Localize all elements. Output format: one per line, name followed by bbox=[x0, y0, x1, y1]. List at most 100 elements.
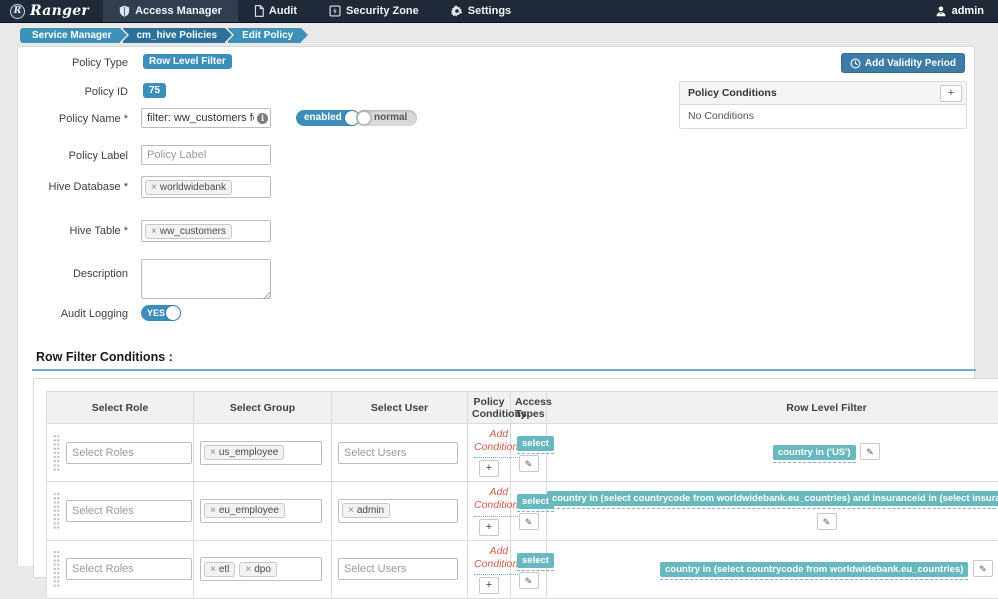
remove-chip-icon[interactable]: × bbox=[210, 447, 216, 458]
policy-conditions-panel: Policy Conditions + No Conditions bbox=[679, 81, 967, 129]
nav-item-audit[interactable]: Audit bbox=[238, 0, 313, 22]
audit-logging-toggle[interactable]: YES bbox=[141, 305, 181, 321]
select-users-input[interactable]: ×admin bbox=[338, 499, 458, 523]
security-zone-icon bbox=[329, 5, 341, 17]
drag-handle[interactable] bbox=[53, 434, 60, 472]
nav-item-settings[interactable]: Settings bbox=[435, 0, 527, 22]
remove-chip-icon[interactable]: × bbox=[210, 564, 216, 575]
nav-item-label: Audit bbox=[269, 5, 297, 17]
add-validity-period-button[interactable]: Add Validity Period bbox=[841, 53, 965, 73]
remove-chip-icon[interactable]: × bbox=[245, 564, 251, 575]
hive-database-label: Hive Database * bbox=[28, 181, 128, 193]
edit-row-filter-icon[interactable]: ✎ bbox=[860, 443, 880, 460]
policy-id-label: Policy ID bbox=[28, 86, 128, 98]
hive-database-input[interactable]: ×worldwidebank bbox=[141, 176, 271, 198]
edit-access-types-icon[interactable]: ✎ bbox=[519, 572, 539, 589]
select-group-input[interactable]: ×eu_employee bbox=[200, 499, 322, 523]
info-icon[interactable]: i bbox=[257, 113, 268, 124]
policy-name-label: Policy Name * bbox=[28, 113, 128, 125]
section-divider bbox=[32, 369, 976, 371]
select-group-input[interactable]: ×etl×dpo bbox=[200, 557, 322, 581]
policy-type-label: Policy Type bbox=[28, 57, 128, 69]
access-type-badge: select bbox=[517, 494, 554, 509]
select-users-input[interactable] bbox=[338, 442, 458, 464]
selected-chip: ×admin bbox=[342, 503, 390, 518]
select-roles-input[interactable] bbox=[66, 558, 192, 580]
policy-name-input[interactable] bbox=[141, 108, 271, 128]
table-row: ×etl×dpo Add Conditions + select ✎ count… bbox=[47, 540, 998, 598]
audit-logging-label: Audit Logging bbox=[28, 308, 128, 320]
column-header: Select Group bbox=[194, 392, 332, 424]
nav-item-label: Security Zone bbox=[346, 5, 419, 17]
breadcrumb-edit-policy[interactable]: Edit Policy bbox=[228, 28, 301, 43]
normal-toggle[interactable]: normal bbox=[356, 110, 417, 126]
policy-conditions-title: Policy Conditions bbox=[688, 87, 777, 99]
hive-table-label: Hive Table * bbox=[28, 225, 128, 237]
row-filter-conditions-title: Row Filter Conditions : bbox=[36, 350, 173, 364]
description-textarea[interactable] bbox=[141, 259, 271, 299]
row-level-filter-badge: country in ('US') bbox=[773, 445, 856, 460]
brand-name: Ranger bbox=[30, 3, 89, 19]
policy-conditions-empty: No Conditions bbox=[680, 105, 966, 128]
policy-type-badge: Row Level Filter bbox=[143, 54, 232, 69]
remove-chip-icon[interactable]: × bbox=[348, 505, 354, 516]
shield-icon bbox=[119, 5, 130, 17]
policy-id-badge: 75 bbox=[143, 83, 166, 98]
access-type-badge: select bbox=[517, 553, 554, 568]
username: admin bbox=[952, 5, 984, 17]
policy-label-input[interactable] bbox=[141, 145, 271, 165]
select-group-input[interactable]: ×us_employee bbox=[200, 441, 322, 465]
column-header: Row Level Filter bbox=[547, 392, 998, 424]
edit-access-types-icon[interactable]: ✎ bbox=[519, 513, 539, 530]
nav-item-security-zone[interactable]: Security Zone bbox=[313, 0, 435, 22]
select-roles-input[interactable] bbox=[66, 442, 192, 464]
edit-row-filter-icon[interactable]: ✎ bbox=[973, 560, 993, 577]
nav-item-access-manager[interactable]: Access Manager bbox=[103, 0, 238, 22]
add-condition-plus-button[interactable]: + bbox=[479, 577, 499, 594]
hive-table-chip: ×ww_customers bbox=[145, 224, 232, 239]
document-icon bbox=[254, 5, 264, 17]
ranger-logo-icon: R bbox=[10, 4, 25, 19]
access-type-badge: select bbox=[517, 436, 554, 451]
hive-database-chip: ×worldwidebank bbox=[145, 180, 232, 195]
ranger-logo[interactable]: R Ranger bbox=[0, 0, 103, 22]
table-row: ×us_employee Add Conditions + select ✎ c… bbox=[47, 424, 998, 482]
user-menu[interactable]: admin bbox=[921, 0, 998, 22]
top-navbar: R Ranger Access Manager Audit Security Zon… bbox=[0, 0, 998, 23]
table-row: ×eu_employee ×admin Add Conditions + sel… bbox=[47, 482, 998, 540]
breadcrumb-service-manager[interactable]: Service Manager bbox=[20, 28, 120, 43]
remove-chip-icon[interactable]: × bbox=[151, 226, 157, 237]
selected-chip: ×eu_employee bbox=[204, 503, 285, 518]
resize-handle[interactable] bbox=[263, 291, 271, 299]
column-header: Select User bbox=[332, 392, 468, 424]
column-header: Policy Conditions bbox=[468, 392, 511, 424]
remove-chip-icon[interactable]: × bbox=[151, 182, 157, 193]
user-icon bbox=[935, 5, 947, 17]
add-condition-plus-button[interactable]: + bbox=[479, 460, 499, 477]
selected-chip: ×us_employee bbox=[204, 445, 284, 460]
edit-row-filter-icon[interactable]: ✎ bbox=[817, 513, 837, 530]
nav-item-label: Access Manager bbox=[135, 5, 222, 17]
add-condition-plus-button[interactable]: + bbox=[479, 519, 499, 536]
select-users-input[interactable] bbox=[338, 558, 458, 580]
clock-icon bbox=[850, 58, 861, 69]
hive-table-input[interactable]: ×ww_customers bbox=[141, 220, 271, 242]
nav-menu: Access Manager Audit Security Zone Settings bbox=[103, 0, 527, 22]
drag-handle[interactable] bbox=[53, 550, 60, 588]
nav-item-label: Settings bbox=[468, 5, 511, 17]
policy-label-label: Policy Label bbox=[28, 150, 128, 162]
breadcrumb-cm-hive-policies[interactable]: cm_hive Policies bbox=[123, 28, 226, 43]
remove-chip-icon[interactable]: × bbox=[210, 505, 216, 516]
page: R Ranger Access Manager Audit Security Zon… bbox=[0, 0, 998, 564]
edit-access-types-icon[interactable]: ✎ bbox=[519, 455, 539, 472]
enabled-toggle[interactable]: enabled bbox=[296, 110, 360, 126]
select-roles-input[interactable] bbox=[66, 500, 192, 522]
add-policy-condition-button[interactable]: + bbox=[940, 85, 962, 102]
column-header: Select Role bbox=[47, 392, 194, 424]
drag-handle[interactable] bbox=[53, 492, 60, 530]
gear-icon bbox=[451, 5, 463, 17]
row-level-filter-badge: country in (select countrycode from worl… bbox=[547, 491, 998, 506]
